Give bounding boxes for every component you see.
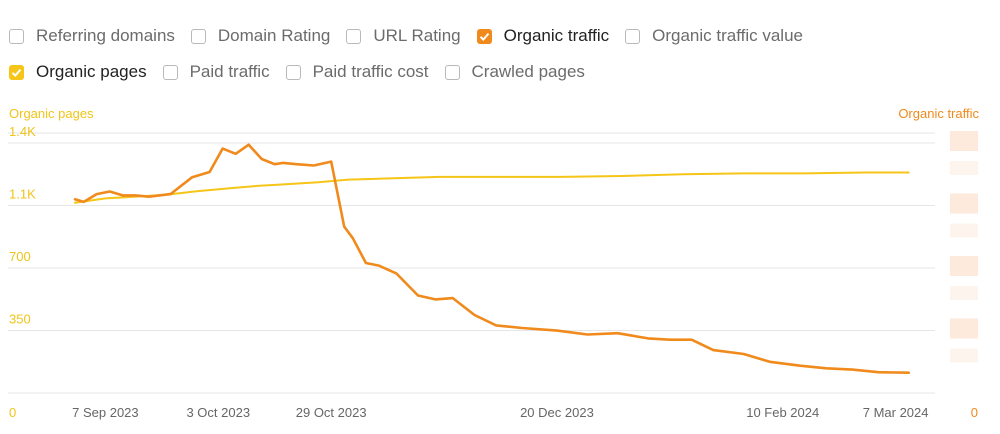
x-axis-tick-label: 29 Oct 2023: [296, 405, 367, 420]
toggle-referring-domains[interactable]: Referring domains: [9, 26, 175, 46]
x-axis-tick-label: 20 Dec 2023: [520, 405, 594, 420]
checkmark-icon: [9, 64, 24, 80]
left-axis-tick-label: 1.4K: [9, 124, 36, 139]
checkbox[interactable]: [444, 64, 460, 80]
toggle-organic-traffic-value[interactable]: Organic traffic value: [625, 26, 803, 46]
toggle-paid-traffic-cost[interactable]: Paid traffic cost: [285, 62, 429, 82]
toggle-label: Crawled pages: [471, 62, 585, 81]
series-lines: [73, 143, 911, 375]
toggle-label: Referring domains: [36, 26, 175, 45]
obscured-tick-value: [950, 318, 978, 339]
checkbox[interactable]: [9, 28, 24, 44]
metric-toggle-row-2: Organic pages Paid traffic Paid traffic …: [9, 58, 601, 86]
series-line-organic-traffic: [73, 143, 911, 375]
obscured-tick-value: [950, 223, 978, 238]
obscured-tick-value: [950, 286, 978, 300]
obscured-tick-value: [950, 161, 978, 175]
checkbox[interactable]: [9, 64, 24, 80]
left-axis-tick-label: 1.1K: [9, 187, 36, 202]
x-axis-tick-label: 3 Oct 2023: [186, 405, 250, 420]
toggle-paid-traffic[interactable]: Paid traffic: [162, 62, 270, 82]
checkbox[interactable]: [346, 28, 362, 44]
right-axis-title: Organic traffic: [898, 106, 979, 121]
toggle-domain-rating[interactable]: Domain Rating: [190, 26, 331, 46]
x-axis-tick-label: 10 Feb 2024: [746, 405, 819, 420]
left-axis-title: Organic pages: [9, 106, 94, 121]
checkbox[interactable]: [162, 64, 178, 80]
right-axis-tick-label: 0: [971, 405, 978, 420]
axis-labels: Organic pages Organic traffic 0 350 700 1.1K 1…: [9, 106, 979, 420]
left-axis-tick-label: 0: [9, 405, 16, 420]
toggle-label: Organic traffic value: [652, 26, 803, 45]
obscured-tick-value: [950, 256, 978, 276]
x-axis-tick-label: 7 Mar 2024: [863, 405, 929, 420]
toggle-label: Organic pages: [36, 62, 147, 81]
right-axis-obscured-values: [950, 131, 978, 363]
toggle-crawled-pages[interactable]: Crawled pages: [444, 62, 585, 82]
toggle-label: Domain Rating: [217, 26, 331, 45]
checkbox[interactable]: [285, 64, 301, 80]
toggle-label: Organic traffic: [503, 26, 610, 45]
toggle-url-rating[interactable]: URL Rating: [346, 26, 461, 46]
obscured-tick-value: [950, 348, 978, 363]
toggle-organic-pages[interactable]: Organic pages: [9, 62, 147, 82]
toggle-label: Paid traffic: [189, 62, 270, 81]
checkbox[interactable]: [625, 28, 641, 44]
left-axis-tick-label: 350: [9, 312, 31, 327]
series-line-organic-pages: [74, 171, 910, 204]
gridlines: [8, 132, 935, 394]
x-axis-tick-label: 7 Sep 2023: [72, 405, 139, 420]
obscured-tick-value: [950, 131, 978, 151]
checkmark-icon: [476, 28, 492, 44]
metric-toggle-row-1: Referring domains Domain Rating URL Rati…: [9, 22, 819, 50]
left-axis-tick-label: 700: [9, 249, 31, 264]
checkbox[interactable]: [190, 28, 206, 44]
checkbox[interactable]: [476, 28, 492, 44]
toggle-label: Paid traffic cost: [312, 62, 429, 81]
toggle-organic-traffic[interactable]: Organic traffic: [476, 26, 610, 46]
obscured-tick-value: [950, 193, 978, 214]
toggle-label: URL Rating: [373, 26, 461, 45]
